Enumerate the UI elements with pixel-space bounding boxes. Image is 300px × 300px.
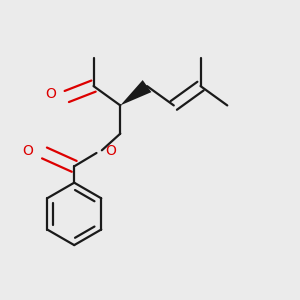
Polygon shape xyxy=(120,80,152,105)
Text: O: O xyxy=(22,145,33,158)
Text: O: O xyxy=(105,145,116,158)
Text: O: O xyxy=(46,86,56,100)
